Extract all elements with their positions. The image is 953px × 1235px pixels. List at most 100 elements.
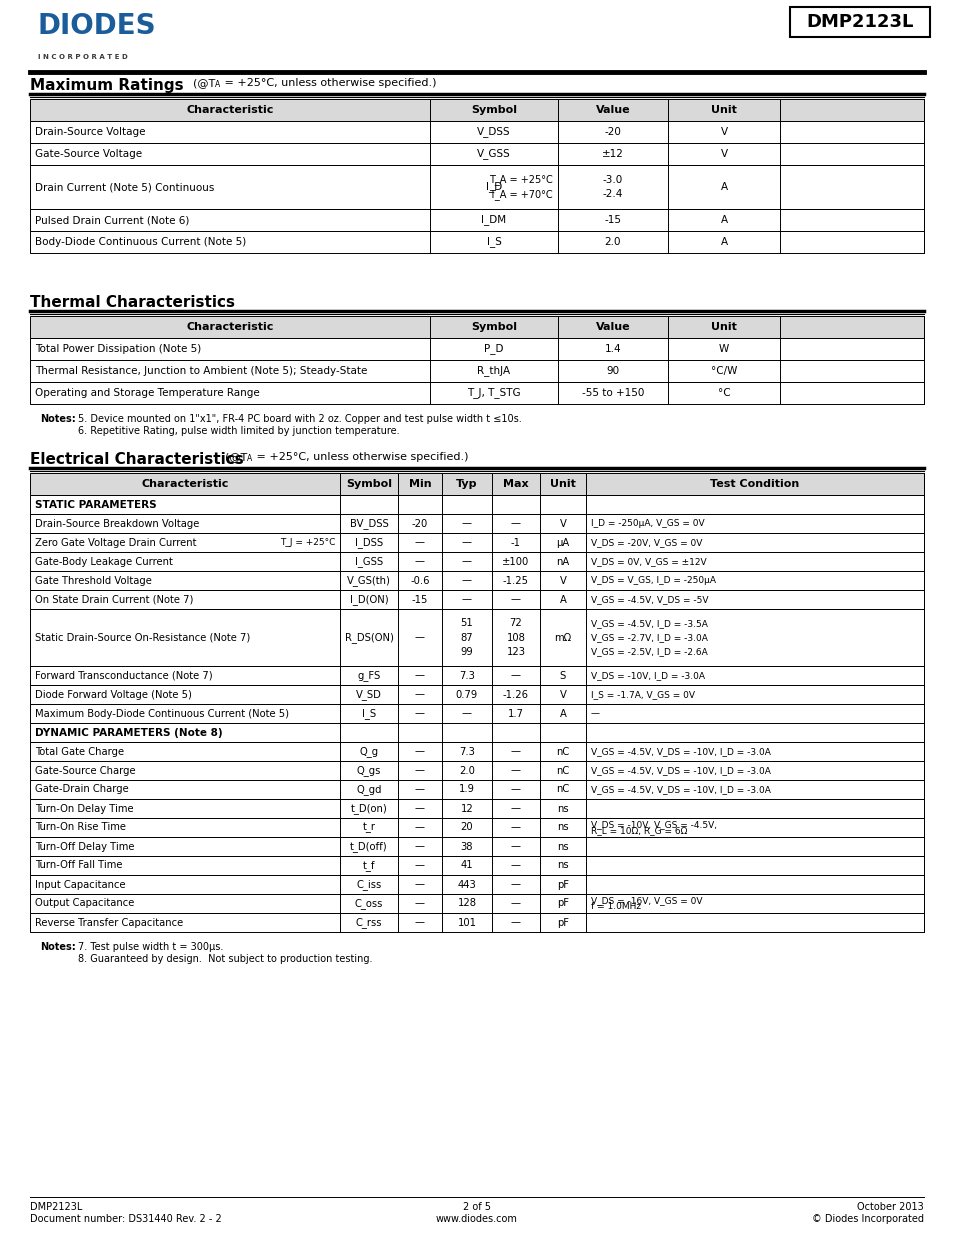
Bar: [30, 818, 923, 837]
Text: V_GS = -4.5V, V_DS = -5V: V_GS = -4.5V, V_DS = -5V: [590, 595, 708, 604]
Text: A: A: [247, 454, 252, 463]
Text: -1: -1: [511, 537, 520, 547]
Text: —: —: [511, 746, 520, 757]
Text: 123: 123: [506, 647, 525, 657]
Text: I_D: I_D: [485, 182, 501, 193]
Text: —: —: [511, 519, 520, 529]
Text: Turn-On Delay Time: Turn-On Delay Time: [35, 804, 133, 814]
Text: Turn-Off Delay Time: Turn-Off Delay Time: [35, 841, 134, 851]
Text: V_GS = -4.5V, I_D = -3.5A: V_GS = -4.5V, I_D = -3.5A: [590, 619, 707, 627]
Text: Total Power Dissipation (Note 5): Total Power Dissipation (Note 5): [35, 345, 201, 354]
Text: Gate-Drain Charge: Gate-Drain Charge: [35, 784, 129, 794]
Text: —: —: [511, 841, 520, 851]
Text: -1.26: -1.26: [502, 689, 529, 699]
Text: —: —: [511, 804, 520, 814]
Text: —: —: [511, 861, 520, 871]
Text: V_DS = -10V, V_GS = -4.5V,: V_DS = -10V, V_GS = -4.5V,: [590, 820, 717, 829]
Text: V_DS = -10V, I_D = -3.0A: V_DS = -10V, I_D = -3.0A: [590, 671, 704, 680]
Text: —: —: [415, 632, 424, 642]
Text: —: —: [511, 784, 520, 794]
Bar: [30, 143, 923, 165]
Text: nA: nA: [556, 557, 569, 567]
Text: -0.6: -0.6: [410, 576, 429, 585]
Text: t_D(on): t_D(on): [351, 803, 387, 814]
Text: ns: ns: [557, 841, 568, 851]
Text: A: A: [720, 182, 727, 191]
Bar: [30, 571, 923, 590]
Text: -1.25: -1.25: [502, 576, 529, 585]
Text: Output Capacitance: Output Capacitance: [35, 899, 134, 909]
Text: —: —: [415, 841, 424, 851]
Text: I_DM: I_DM: [481, 215, 506, 226]
Text: °C/W: °C/W: [710, 366, 737, 375]
Bar: [30, 231, 923, 253]
Text: —: —: [415, 557, 424, 567]
Text: —: —: [415, 746, 424, 757]
Text: Turn-Off Fall Time: Turn-Off Fall Time: [35, 861, 122, 871]
Text: —: —: [511, 594, 520, 604]
Text: V: V: [720, 149, 727, 159]
Text: —: —: [461, 709, 472, 719]
Text: V_GS = -2.7V, I_D = -3.0A: V_GS = -2.7V, I_D = -3.0A: [590, 634, 707, 642]
Text: V_GSS: V_GSS: [476, 148, 511, 159]
Text: V: V: [559, 689, 566, 699]
Text: V_SD: V_SD: [355, 689, 381, 700]
Text: On State Drain Current (Note 7): On State Drain Current (Note 7): [35, 594, 193, 604]
Text: I N C O R P O R A T E D: I N C O R P O R A T E D: [38, 54, 128, 61]
Bar: [30, 514, 923, 534]
Text: Characteristic: Characteristic: [141, 479, 229, 489]
Text: Unit: Unit: [550, 479, 576, 489]
Text: Turn-On Rise Time: Turn-On Rise Time: [35, 823, 126, 832]
Text: Static Drain-Source On-Resistance (Note 7): Static Drain-Source On-Resistance (Note …: [35, 632, 250, 642]
Text: —: —: [461, 557, 472, 567]
Bar: [30, 359, 923, 382]
Text: Q_g: Q_g: [359, 746, 378, 757]
Text: -15: -15: [604, 215, 620, 225]
Text: t_r: t_r: [362, 823, 375, 832]
Text: S: S: [559, 671, 565, 680]
Bar: [30, 382, 923, 404]
Text: DYNAMIC PARAMETERS (Note 8): DYNAMIC PARAMETERS (Note 8): [35, 727, 222, 737]
Text: Drain-Source Breakdown Voltage: Drain-Source Breakdown Voltage: [35, 519, 199, 529]
Text: mΩ: mΩ: [554, 632, 571, 642]
Text: 87: 87: [460, 632, 473, 642]
Text: Document number: DS31440 Rev. 2 - 2: Document number: DS31440 Rev. 2 - 2: [30, 1214, 221, 1224]
Text: Gate-Source Voltage: Gate-Source Voltage: [35, 149, 142, 159]
Bar: [30, 121, 923, 143]
Text: -20: -20: [604, 127, 620, 137]
Bar: [789, 7, 929, 37]
Text: R_DS(ON): R_DS(ON): [344, 632, 393, 643]
Text: Gate-Source Charge: Gate-Source Charge: [35, 766, 135, 776]
Text: Unit: Unit: [710, 105, 736, 115]
Text: Reverse Transfer Capacitance: Reverse Transfer Capacitance: [35, 918, 183, 927]
Text: —: —: [511, 823, 520, 832]
Text: Thermal Resistance, Junction to Ambient (Note 5); Steady-State: Thermal Resistance, Junction to Ambient …: [35, 366, 367, 375]
Text: pF: pF: [557, 899, 568, 909]
Text: W: W: [719, 345, 728, 354]
Text: 101: 101: [457, 918, 476, 927]
Text: I_S = -1.7A, V_GS = 0V: I_S = -1.7A, V_GS = 0V: [590, 690, 695, 699]
Bar: [30, 473, 923, 495]
Text: (@T: (@T: [193, 78, 215, 88]
Text: Symbol: Symbol: [471, 322, 517, 332]
Text: 1.9: 1.9: [458, 784, 475, 794]
Text: Forward Transconductance (Note 7): Forward Transconductance (Note 7): [35, 671, 213, 680]
Text: ns: ns: [557, 804, 568, 814]
Text: -3.0: -3.0: [602, 174, 622, 185]
Text: C_oss: C_oss: [355, 898, 383, 909]
Text: 12: 12: [460, 804, 473, 814]
Text: V_GS = -4.5V, V_DS = -10V, I_D = -3.0A: V_GS = -4.5V, V_DS = -10V, I_D = -3.0A: [590, 766, 770, 776]
Text: 8. Guaranteed by design.  Not subject to production testing.: 8. Guaranteed by design. Not subject to …: [78, 953, 372, 965]
Text: I_D = -250μA, V_GS = 0V: I_D = -250μA, V_GS = 0V: [590, 519, 704, 529]
Text: Notes:: Notes:: [40, 414, 75, 424]
Text: DMP2123L: DMP2123L: [805, 14, 913, 31]
Bar: [30, 209, 923, 231]
Text: -55 to +150: -55 to +150: [581, 388, 643, 398]
Text: V: V: [559, 519, 566, 529]
Bar: [30, 534, 923, 552]
Text: V_GS(th): V_GS(th): [347, 576, 391, 585]
Text: Drain-Source Voltage: Drain-Source Voltage: [35, 127, 146, 137]
Text: STATIC PARAMETERS: STATIC PARAMETERS: [35, 499, 156, 510]
Text: 128: 128: [457, 899, 476, 909]
Bar: [30, 742, 923, 761]
